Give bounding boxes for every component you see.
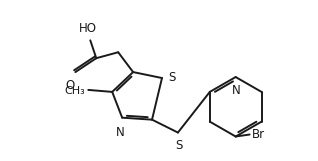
Text: CH₃: CH₃ — [65, 86, 85, 96]
Text: Br: Br — [252, 128, 265, 141]
Text: N: N — [116, 126, 125, 139]
Text: HO: HO — [79, 22, 97, 35]
Text: S: S — [175, 139, 183, 152]
Text: N: N — [232, 84, 241, 97]
Text: O: O — [66, 79, 75, 92]
Text: S: S — [168, 71, 175, 84]
